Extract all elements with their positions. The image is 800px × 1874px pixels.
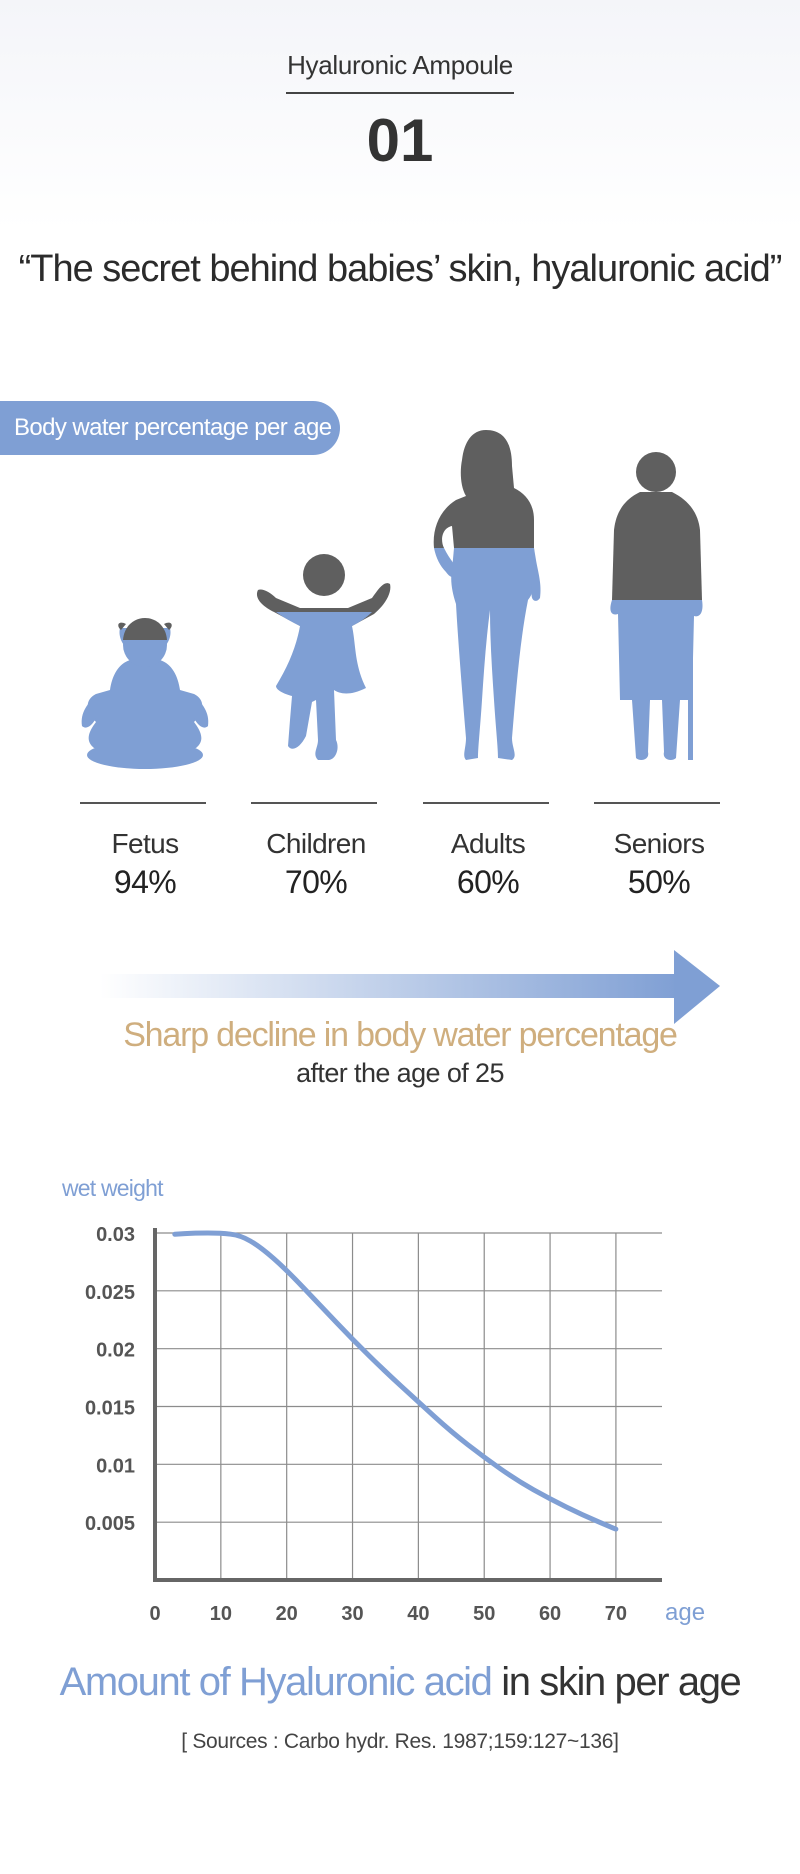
body-water-figures [81,430,720,1024]
decline-headline: Sharp decline in body water percentage [123,1016,678,1054]
x-tick-label: 10 [210,1603,232,1625]
category-name-fetus: Fetus [111,828,179,859]
category-divider [251,802,377,804]
hyaluronic-line-chart: 0.005 0.01 0.015 0.02 0.025 0.03 0 10 20 30 40 50 60… [61,1175,705,1626]
chart-title-rest: in skin per age [491,1660,742,1704]
headline-quote: “The secret behind babies’ skin, hyaluro… [18,248,783,290]
product-subtitle: Hyaluronic Ampoule [287,50,513,80]
chart-axes [153,1228,662,1582]
decline-subtext: after the age of 25 [296,1058,504,1088]
y-tick-label: 0.02 [96,1340,135,1362]
decline-arrow-icon [100,950,720,1024]
child-silhouette-icon [256,554,391,760]
category-name-adults: Adults [450,828,526,859]
category-value-adults: 60% [456,864,520,900]
series-line [172,1230,619,1532]
x-tick-label: 50 [473,1603,495,1625]
x-tick-label: 70 [605,1603,627,1625]
category-name-children: Children [266,828,366,859]
y-axis-label: wet weight [61,1175,164,1201]
source-citation: [ Sources : Carbo hydr. Res. 1987;159:12… [181,1730,619,1753]
x-tick-label: 30 [341,1603,363,1625]
x-tick-label: 60 [539,1603,561,1625]
category-value-children: 70% [284,864,348,900]
chart-title: Amount of Hyaluronic acid in skin per ag… [0,1660,800,1705]
fetus-silhouette-icon [81,618,209,769]
x-axis-label: age [665,1599,705,1626]
category-divider [594,802,720,804]
category-value-seniors: 50% [627,864,691,900]
senior-silhouette-icon [610,452,703,760]
chart-title-highlight: Amount of Hyaluronic acid [59,1660,493,1704]
y-tick-label: 0.015 [85,1398,135,1420]
category-divider [80,802,206,804]
x-tick-label: 0 [149,1603,160,1625]
category-divider [423,802,549,804]
section-number: 01 [366,107,434,174]
header-divider [286,92,514,94]
category-name-seniors: Seniors [613,828,705,859]
x-tick-label: 20 [276,1603,298,1625]
y-tick-label: 0.005 [85,1513,135,1535]
y-tick-label: 0.01 [96,1455,135,1477]
y-tick-label: 0.03 [96,1224,135,1246]
section-label-pill: Body water percentage per age [0,401,340,455]
x-tick-label: 40 [407,1603,429,1625]
adult-silhouette-icon [433,430,541,760]
chart-grid [155,1232,662,1580]
y-tick-label: 0.025 [85,1282,135,1304]
category-value-fetus: 94% [113,864,177,900]
chart-ticks: 0.005 0.01 0.015 0.02 0.025 0.03 0 10 20 30 40 50 60… [85,1224,627,1625]
